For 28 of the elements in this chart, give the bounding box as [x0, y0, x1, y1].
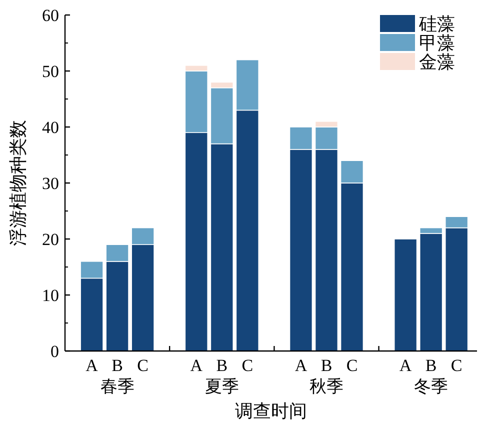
y-tick-label: 30 [42, 174, 59, 193]
y-tick-label: 10 [42, 286, 59, 305]
y-tick-label: 60 [42, 6, 59, 25]
text: 春季 [100, 377, 134, 396]
x-tick-label: B [320, 356, 332, 375]
x-tick-label: C [137, 356, 148, 375]
text: 夏季 [204, 377, 239, 396]
x-tick-label: A [399, 356, 412, 375]
x-tick-label: B [425, 356, 437, 375]
y-tick-label: 40 [42, 118, 59, 137]
x-tick-label: C [242, 356, 254, 375]
x-tick-label: C [450, 356, 462, 375]
y-tick-label: 50 [42, 62, 59, 81]
x-tick-label: C [346, 356, 358, 375]
y-axis-title: 浮游植物种类数 [8, 120, 28, 246]
x-tick-label: A [294, 356, 308, 375]
text: 冬季 [414, 377, 448, 396]
y-tick-label: 20 [42, 230, 59, 249]
y-tick-label: 0 [50, 342, 59, 361]
x-tick-label: A [86, 356, 99, 375]
legend-label: 甲藻 [419, 33, 455, 53]
text: 秋季 [309, 377, 344, 396]
x-tick-label: B [112, 356, 123, 375]
x-axis-title: 调查时间 [235, 401, 307, 421]
x-tick-label: B [216, 356, 228, 375]
x-tick-label: A [190, 356, 204, 375]
legend-label: 硅藻 [418, 14, 455, 34]
legend-label: 金藻 [419, 52, 455, 72]
